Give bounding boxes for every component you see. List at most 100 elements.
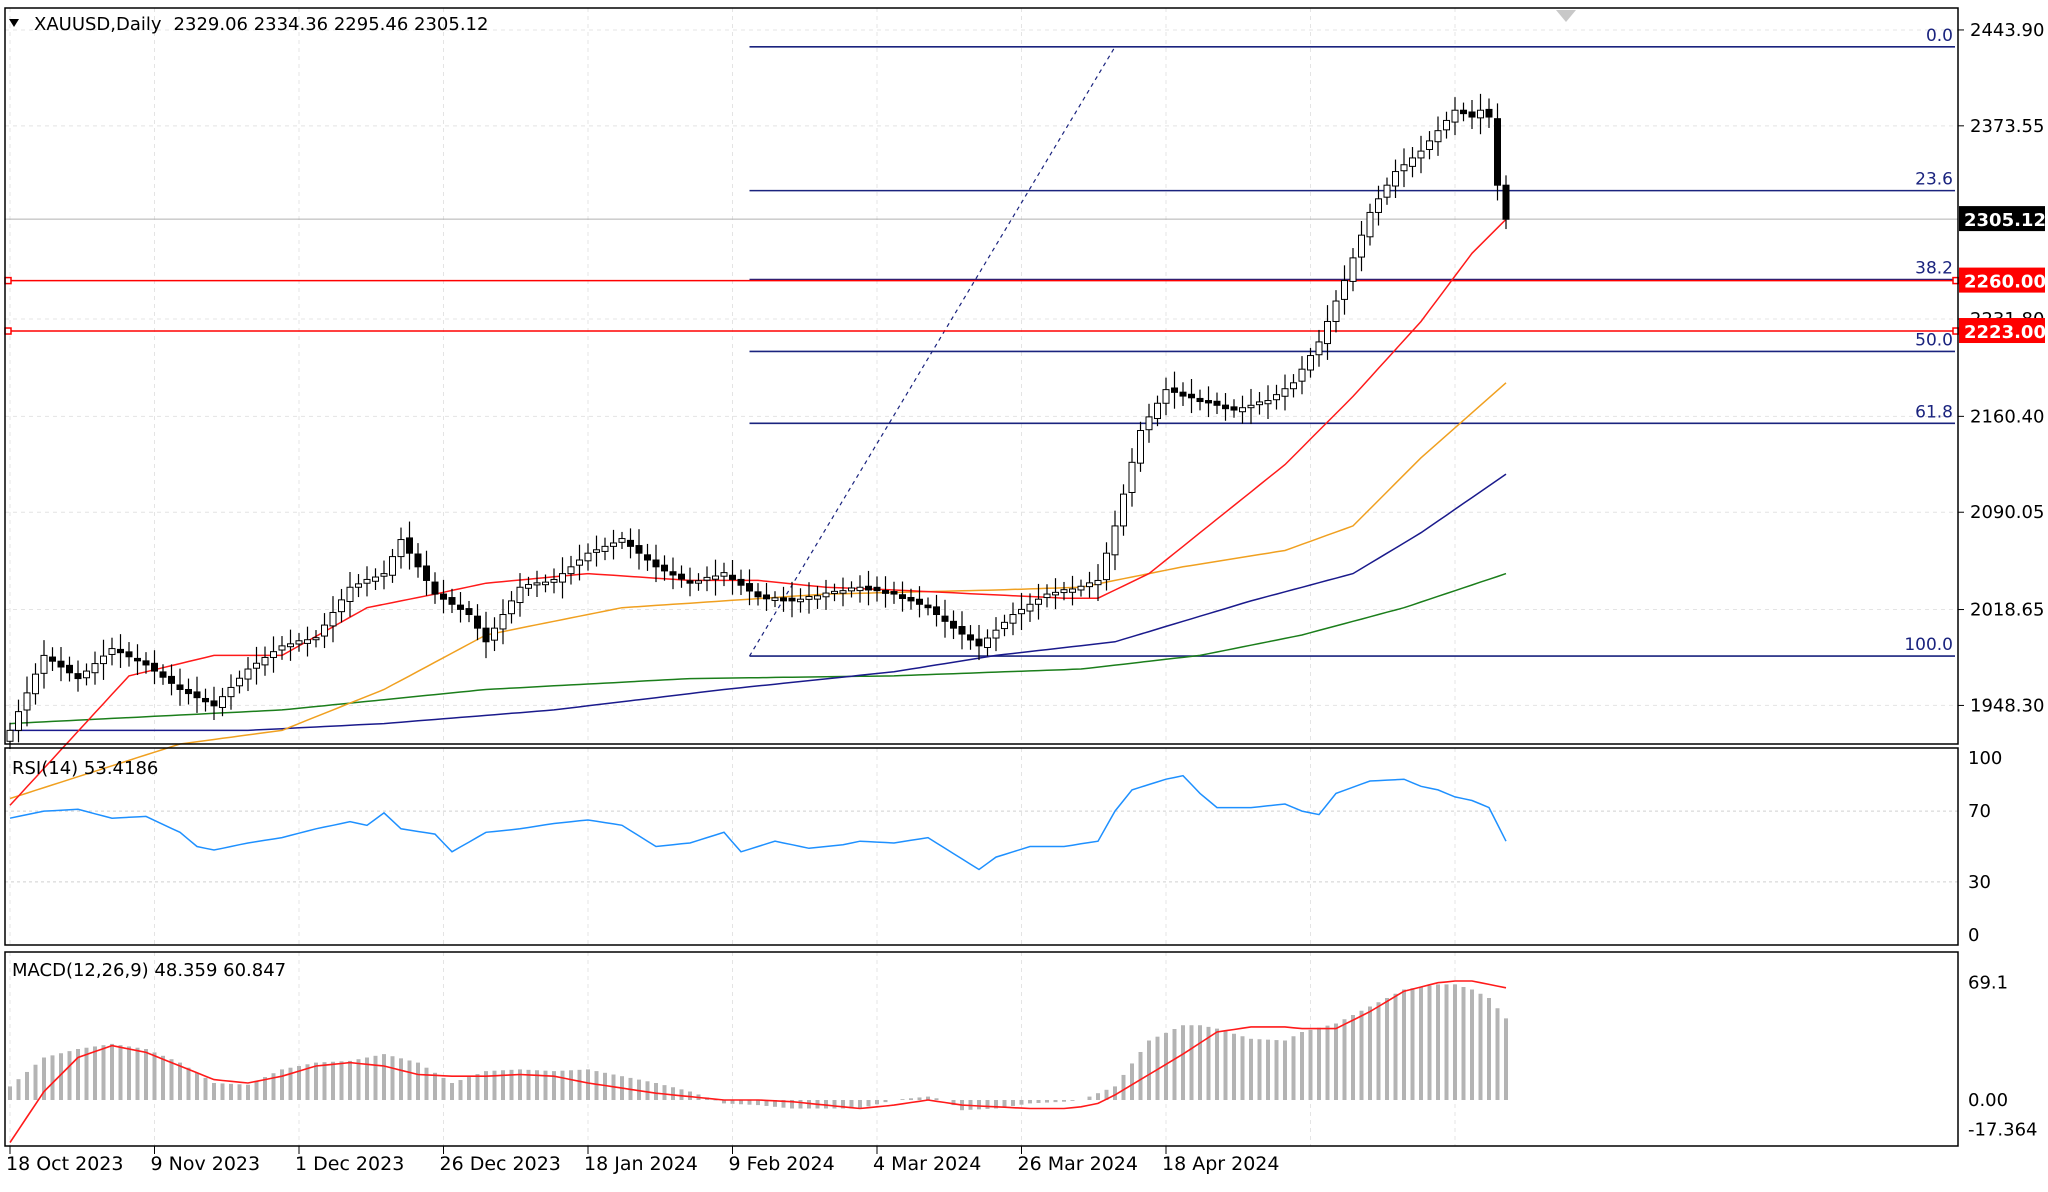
fib-level-label: 23.6 xyxy=(1915,170,1953,190)
candle-bull xyxy=(1451,109,1459,123)
candle-bull xyxy=(703,576,711,581)
candle-bear xyxy=(1205,400,1212,404)
candle-bull xyxy=(1103,552,1110,581)
chart-shift-marker-icon[interactable] xyxy=(1556,10,1576,22)
candle-bull xyxy=(1035,598,1042,605)
candle-bear xyxy=(465,608,473,616)
candle-bear xyxy=(899,594,906,599)
candle-bull xyxy=(542,581,549,586)
candle-bull xyxy=(1366,211,1374,238)
candle-bear xyxy=(1196,397,1204,403)
candle-bull xyxy=(91,663,99,674)
candle-bull xyxy=(1383,184,1391,198)
candle-bull xyxy=(15,711,22,731)
candle-bear xyxy=(125,651,133,658)
candle-bull xyxy=(261,656,269,666)
candle-bull xyxy=(610,542,617,547)
rsi-tick-label: 30 xyxy=(1968,872,1991,893)
date-tick-label: 1 Dec 2023 xyxy=(295,1153,404,1175)
candle-bear xyxy=(788,597,796,602)
candle-bull xyxy=(1349,257,1357,282)
candle-bear xyxy=(941,615,949,622)
price-tick-label: 2160.40 xyxy=(1970,406,2044,427)
candle-bull xyxy=(227,686,235,698)
candle-bear xyxy=(414,553,422,568)
candle-bull xyxy=(593,549,600,553)
candle-bull xyxy=(1018,608,1025,615)
candle-bull xyxy=(1307,355,1314,371)
candle-bull xyxy=(618,538,626,543)
candle-bear xyxy=(967,634,974,641)
date-tick-label: 26 Dec 2023 xyxy=(440,1153,561,1175)
candle-bear xyxy=(1485,108,1493,118)
candle-bull xyxy=(1111,525,1119,556)
collapse-triangle-icon[interactable] xyxy=(9,19,19,27)
candle-bear xyxy=(933,606,940,616)
candle-bear xyxy=(1188,393,1195,399)
candle-bear xyxy=(457,604,464,610)
level-price-tag xyxy=(1959,267,2045,293)
candle-bull xyxy=(1358,234,1365,258)
candle-bear xyxy=(117,648,124,654)
candle-bear xyxy=(729,574,736,580)
candle-bear xyxy=(865,585,872,591)
candle-bear xyxy=(49,656,56,662)
macd-tick-label: -17.364 xyxy=(1968,1120,2037,1141)
ma-red-line xyxy=(9,218,1507,806)
candle-bear xyxy=(916,598,923,605)
panel-frames xyxy=(4,7,1959,1147)
candle-bear xyxy=(1494,118,1501,186)
level-handle-left xyxy=(4,327,12,335)
candle-bull xyxy=(695,580,702,584)
candle-bull xyxy=(312,637,320,641)
candle-bull xyxy=(219,696,226,708)
candles xyxy=(6,93,1510,749)
panel-frame xyxy=(4,747,1959,946)
panel-frame xyxy=(4,7,1959,745)
rsi-tick-label: 100 xyxy=(1968,748,2002,769)
candle-bear xyxy=(882,589,889,594)
candle-bull xyxy=(1247,404,1255,409)
candle-bull xyxy=(491,627,498,641)
date-tick-label: 18 Apr 2024 xyxy=(1162,1153,1279,1175)
candle-bull xyxy=(601,545,609,552)
candle-bull xyxy=(1086,582,1093,588)
candle-bull xyxy=(1315,341,1323,356)
fibonacci-retracement[interactable]: 0.0 23.6 38.2 50.0 61.8 100.0 xyxy=(748,26,1956,657)
candle-bear xyxy=(448,597,456,605)
candle-bull xyxy=(1043,593,1051,599)
candle-bear xyxy=(142,660,150,666)
candle-bull xyxy=(1026,603,1034,612)
candle-bull xyxy=(499,614,507,630)
macd-panel xyxy=(8,980,1508,1143)
candle-bull xyxy=(338,599,345,613)
candle-bear xyxy=(1213,400,1221,406)
candle-bear xyxy=(482,627,490,643)
candle-bull xyxy=(822,592,830,598)
candle-bull xyxy=(856,586,864,592)
candle-bear xyxy=(440,593,447,600)
level-price-tag-label: 2260.00 xyxy=(1964,272,2046,293)
date-tick-label: 26 Mar 2024 xyxy=(1018,1153,1138,1175)
candle-bull xyxy=(1273,394,1280,401)
candle-bear xyxy=(193,691,201,699)
candle-bull xyxy=(1426,140,1433,150)
candle-bear xyxy=(151,662,158,672)
horizontal-levels[interactable] xyxy=(4,276,1960,335)
candle-bull xyxy=(236,677,243,687)
candle-bull xyxy=(559,573,566,583)
panel-frame xyxy=(4,951,1959,1147)
candle-bear xyxy=(1230,406,1238,411)
candle-bull xyxy=(380,573,388,577)
candle-bull xyxy=(584,552,592,562)
candle-bull xyxy=(1060,589,1068,594)
date-tick-label: 18 Jan 2024 xyxy=(584,1153,698,1175)
candle-bear xyxy=(57,660,65,668)
candle-bear xyxy=(686,580,694,584)
fib-level-label: 50.0 xyxy=(1915,330,1953,350)
candle-bull xyxy=(1434,130,1442,143)
candle-bear xyxy=(1179,391,1187,397)
rsi-panel xyxy=(5,774,1958,883)
level-price-tag-label: 2223.00 xyxy=(1964,322,2046,343)
